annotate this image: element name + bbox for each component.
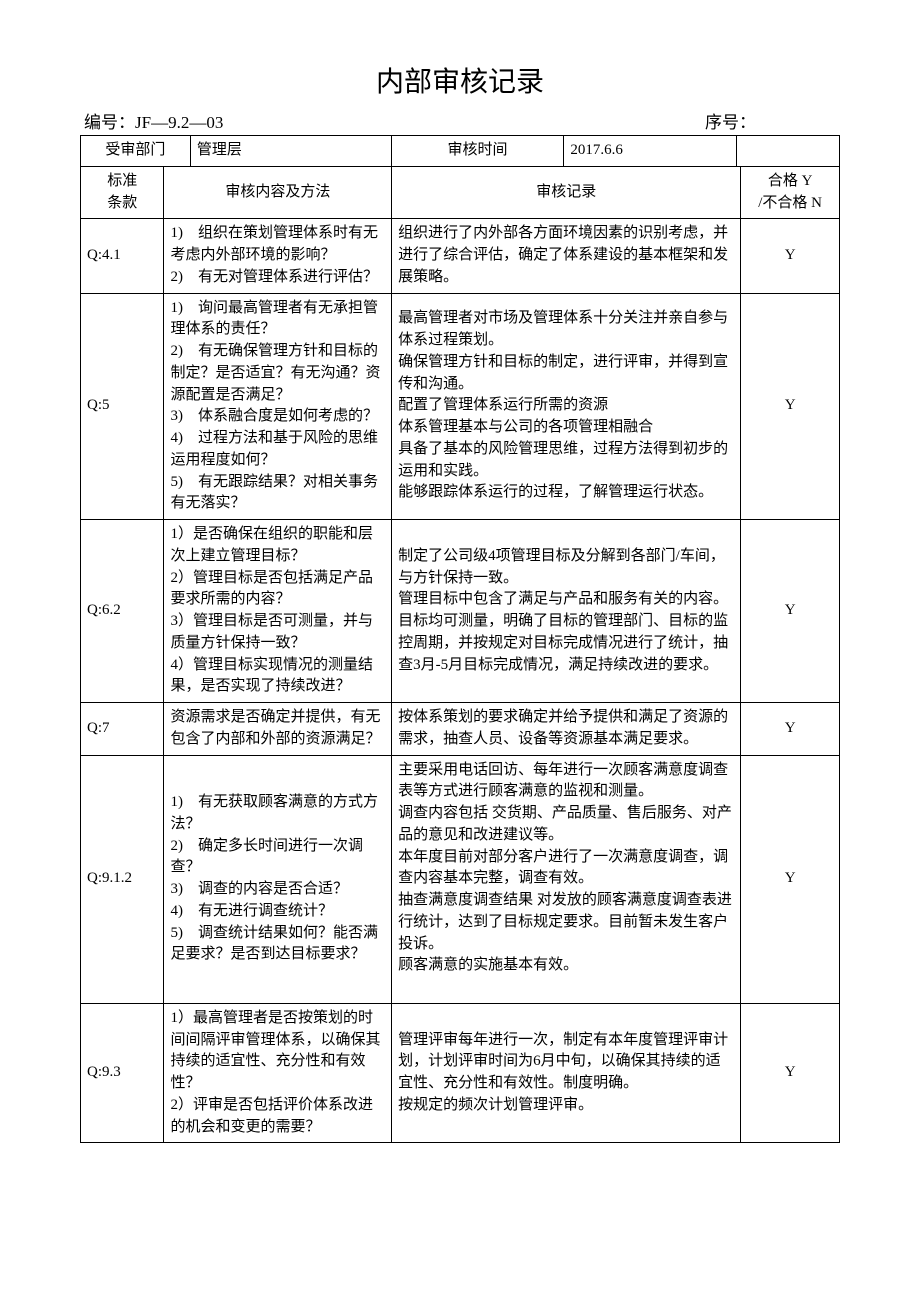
col-method-header: 审核内容及方法 [164, 166, 392, 219]
time-value: 2017.6.6 [564, 136, 737, 166]
col-result-header: 合格 Y /不合格 N [741, 166, 840, 219]
clause-cell: Q:5 [81, 293, 164, 520]
clause-cell: Q:7 [81, 703, 164, 756]
time-label: 审核时间 [391, 136, 564, 166]
table-row: Q:6.21）是否确保在组织的职能和层次上建立管理目标？ 2）管理目标是否包括满… [81, 520, 840, 703]
result-cell: Y [741, 219, 840, 293]
col-record-header: 审核记录 [392, 166, 741, 219]
method-cell: 1) 组织在策划管理体系时有无考虑内外部环境的影响？ 2) 有无对管理体系进行评… [164, 219, 392, 293]
result-cell: Y [741, 293, 840, 520]
result-cell: Y [741, 520, 840, 703]
clause-cell: Q:9.1.2 [81, 755, 164, 1003]
seq-label: 序号： [705, 113, 756, 132]
clause-cell: Q:4.1 [81, 219, 164, 293]
dept-label: 受审部门 [81, 136, 190, 166]
doc-number: 编号：JF—9.2—03 [84, 108, 223, 133]
table-row: Q:51) 询问最高管理者有无承担管理体系的责任？ 2) 有无确保管理方针和目标… [81, 293, 840, 520]
result-cell: Y [741, 703, 840, 756]
table-row: Q:9.31）最高管理者是否按策划的时间间隔评审管理体系，以确保其持续的适宜性、… [81, 1003, 840, 1143]
table-row: Q:7资源需求是否确定并提供，有无包含了内部和外部的资源满足？按体系策划的要求确… [81, 703, 840, 756]
dept-value: 管理层 [190, 136, 391, 166]
record-cell: 组织进行了内外部各方面环境因素的识别考虑，并进行了综合评估，确定了体系建设的基本… [392, 219, 741, 293]
method-cell: 1) 有无获取顾客满意的方式方法？ 2) 确定多长时间进行一次调查？ 3) 调查… [164, 755, 392, 1003]
table-row: Q:4.11) 组织在策划管理体系时有无考虑内外部环境的影响？ 2) 有无对管理… [81, 219, 840, 293]
col-clause-header: 标准 条款 [81, 166, 164, 219]
record-cell: 按体系策划的要求确定并给予提供和满足了资源的需求，抽查人员、设备等资源基本满足要… [392, 703, 741, 756]
record-cell: 主要采用电话回访、每年进行一次顾客满意度调查表等方式进行顾客满意的监视和测量。 … [392, 755, 741, 1003]
record-cell: 最高管理者对市场及管理体系十分关注并亲自参与体系过程策划。 确保管理方针和目标的… [392, 293, 741, 520]
audit-table: 受审部门 管理层 审核时间 2017.6.6 标准 条款 审核内容及方法 审核记… [80, 135, 840, 1143]
header-dept-row: 受审部门 管理层 审核时间 2017.6.6 [81, 136, 840, 167]
doc-meta-row: 编号：JF—9.2—03 序号： [84, 108, 836, 133]
table-row: Q:9.1.21) 有无获取顾客满意的方式方法？ 2) 确定多长时间进行一次调查… [81, 755, 840, 1003]
page-title: 内部审核记录 [80, 60, 840, 100]
result-cell: Y [741, 755, 840, 1003]
record-cell: 制定了公司级4项管理目标及分解到各部门/车间，与方针保持一致。 管理目标中包含了… [392, 520, 741, 703]
doc-number-label: 编号： [84, 113, 135, 132]
doc-number-value: JF—9.2—03 [135, 113, 223, 132]
column-header-row: 标准 条款 审核内容及方法 审核记录 合格 Y /不合格 N [81, 166, 840, 219]
method-cell: 1）是否确保在组织的职能和层次上建立管理目标？ 2）管理目标是否包括满足产品要求… [164, 520, 392, 703]
clause-cell: Q:6.2 [81, 520, 164, 703]
time-blank [737, 136, 839, 166]
record-cell: 管理评审每年进行一次，制定有本年度管理评审计划，计划评审时间为6月中旬，以确保其… [392, 1003, 741, 1143]
seq-number: 序号： [705, 108, 756, 133]
method-cell: 1) 询问最高管理者有无承担管理体系的责任？ 2) 有无确保管理方针和目标的制定… [164, 293, 392, 520]
result-cell: Y [741, 1003, 840, 1143]
method-cell: 1）最高管理者是否按策划的时间间隔评审管理体系，以确保其持续的适宜性、充分性和有… [164, 1003, 392, 1143]
method-cell: 资源需求是否确定并提供，有无包含了内部和外部的资源满足？ [164, 703, 392, 756]
clause-cell: Q:9.3 [81, 1003, 164, 1143]
